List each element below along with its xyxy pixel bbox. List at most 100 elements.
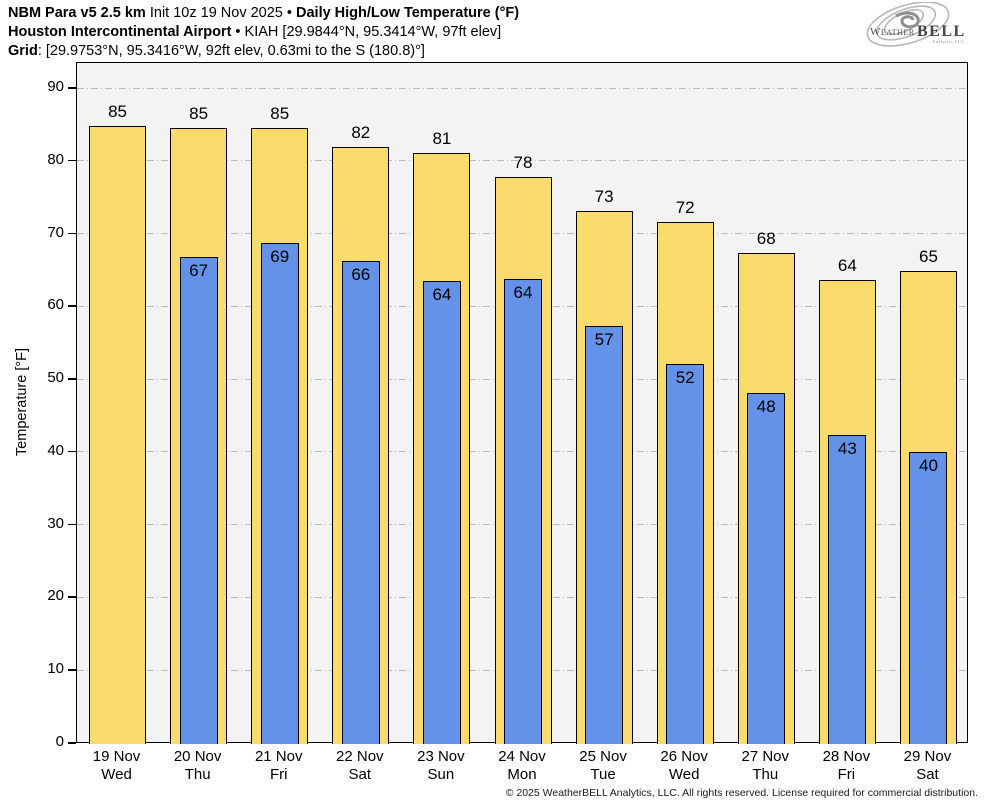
x-tick-day: Fri <box>269 766 288 783</box>
high-value-label: 85 <box>189 104 209 124</box>
y-tick-50 <box>68 378 76 380</box>
high-value-label: 73 <box>594 187 614 207</box>
station-name: Houston Intercontinental Airport <box>8 24 232 40</box>
grid-coords: : [29.9753°N, 95.3416°W, 92ft elev, 0.63… <box>37 43 425 59</box>
x-tick-label: 24 Nov Mon <box>481 748 562 784</box>
x-tick-label: 20 Nov Thu <box>157 748 238 784</box>
x-tick-label: 26 Nov Wed <box>644 748 725 784</box>
y-tick-60 <box>68 305 76 307</box>
x-tick-date: 28 Nov <box>822 748 871 765</box>
x-tick-label: 27 Nov Thu <box>725 748 806 784</box>
gridline-80 <box>77 160 967 162</box>
logo-text-weather: Weather <box>870 26 915 38</box>
x-tick-date: 21 Nov <box>254 748 303 765</box>
x-tick-day: Sat <box>348 766 372 783</box>
x-tick-day: Tue <box>590 766 616 783</box>
y-tick-label: 60 <box>47 296 64 314</box>
x-tick-date: 29 Nov <box>903 748 952 765</box>
low-value-label: 64 <box>513 283 533 303</box>
x-tick-day: Sat <box>916 766 939 783</box>
high-value-label: 85 <box>270 104 290 124</box>
bar-low <box>828 434 867 744</box>
plot-area: 85 85 67 85 69 82 66 81 64 78 64 73 57 72 52 68 48 64 43 65… <box>76 62 968 744</box>
bar-low <box>747 393 786 744</box>
bar-low <box>422 280 461 744</box>
low-value-label: 48 <box>756 397 776 417</box>
x-tick-label: 23 Nov Sun <box>400 748 481 784</box>
x-tick-day: Sun <box>427 766 455 783</box>
low-value-label: 69 <box>270 246 290 266</box>
high-value-label: 85 <box>108 101 127 121</box>
header-line-1: NBM Para v5 2.5 km Init 10z 19 Nov 2025 … <box>8 4 519 23</box>
bar-low <box>504 279 542 744</box>
station-coords: • KIAH [29.9844°N, 95.3414°W, 97ft elev] <box>231 24 502 40</box>
header-line-3: Grid: [29.9753°N, 95.3416°W, 92ft elev, … <box>8 42 519 61</box>
y-tick-label: 70 <box>47 223 64 241</box>
y-tick-0 <box>68 742 76 744</box>
y-tick-70 <box>68 232 76 235</box>
y-tick-label: 20 <box>47 587 64 605</box>
x-tick-date: 19 Nov <box>92 748 141 765</box>
model-name: NBM Para v5 2.5 km <box>8 5 146 21</box>
x-tick-label: 28 Nov Fri <box>806 748 887 784</box>
x-tick-date: 27 Nov <box>741 748 790 765</box>
x-tick-date: 22 Nov <box>336 748 384 765</box>
logo-subtext: Analytics LLC <box>932 39 965 44</box>
low-value-label: 43 <box>837 438 857 458</box>
high-value-label: 81 <box>432 129 452 149</box>
x-tick-label: 19 Nov Wed <box>76 748 157 784</box>
y-tick-90 <box>68 87 76 89</box>
chart-header: NBM Para v5 2.5 km Init 10z 19 Nov 2025 … <box>8 4 519 61</box>
x-tick-label: 25 Nov Tue <box>563 748 644 784</box>
x-tick-label: 29 Nov Sat <box>887 748 968 784</box>
x-tick-date: 25 Nov <box>579 748 627 765</box>
x-tick-date: 26 Nov <box>660 748 708 765</box>
x-tick-day: Thu <box>752 766 779 783</box>
high-value-label: 78 <box>513 152 533 172</box>
y-tick-label: 0 <box>55 733 64 750</box>
y-tick-label: 50 <box>47 369 64 387</box>
y-tick-40 <box>68 450 76 453</box>
logo-text-bell: BELL <box>917 23 966 40</box>
high-value-label: 68 <box>756 228 776 248</box>
y-axis-title: Temperature [°F] <box>14 347 30 457</box>
high-value-label: 82 <box>351 122 371 142</box>
x-tick-label: 21 Nov Fri <box>238 748 319 784</box>
y-tick-30 <box>68 523 76 526</box>
product-title: Daily High/Low Temperature (°F) <box>296 5 520 21</box>
header-line-2: Houston Intercontinental Airport • KIAH … <box>8 23 519 42</box>
high-value-label: 65 <box>918 247 938 267</box>
gridline-90 <box>77 87 967 89</box>
bar-low <box>666 364 705 744</box>
y-tick-label: 10 <box>47 660 64 678</box>
bar-low <box>179 256 218 744</box>
high-value-label: 72 <box>675 198 695 218</box>
bar-low <box>341 260 380 744</box>
x-tick-day: Wed <box>101 766 132 783</box>
weatherbell-logo: Weather BELL Analytics LLC <box>866 2 966 47</box>
y-tick-label: 40 <box>47 441 64 459</box>
hurricane-swirl-icon <box>866 2 950 47</box>
x-tick-day: Mon <box>507 766 537 783</box>
y-tick-20 <box>68 596 76 598</box>
low-value-label: 66 <box>351 264 371 284</box>
x-tick-date: 23 Nov <box>417 748 465 765</box>
bar-low <box>909 452 948 744</box>
bar-low <box>260 242 299 744</box>
grid-label: Grid <box>8 43 38 59</box>
low-value-label: 40 <box>918 456 938 476</box>
x-tick-date: 20 Nov <box>173 748 222 765</box>
init-time: Init 10z 19 Nov 2025 • <box>145 5 296 21</box>
x-tick-day: Wed <box>668 766 700 783</box>
high-value-label: 64 <box>837 255 857 275</box>
y-tick-label: 30 <box>47 514 64 532</box>
low-value-label: 52 <box>675 368 695 388</box>
low-value-label: 67 <box>189 260 209 280</box>
y-tick-label: 80 <box>47 150 64 168</box>
low-value-label: 64 <box>432 284 452 304</box>
x-tick-date: 24 Nov <box>498 748 546 765</box>
low-value-label: 57 <box>594 330 614 350</box>
y-tick-80 <box>68 159 76 162</box>
y-tick-label: 90 <box>47 78 64 96</box>
